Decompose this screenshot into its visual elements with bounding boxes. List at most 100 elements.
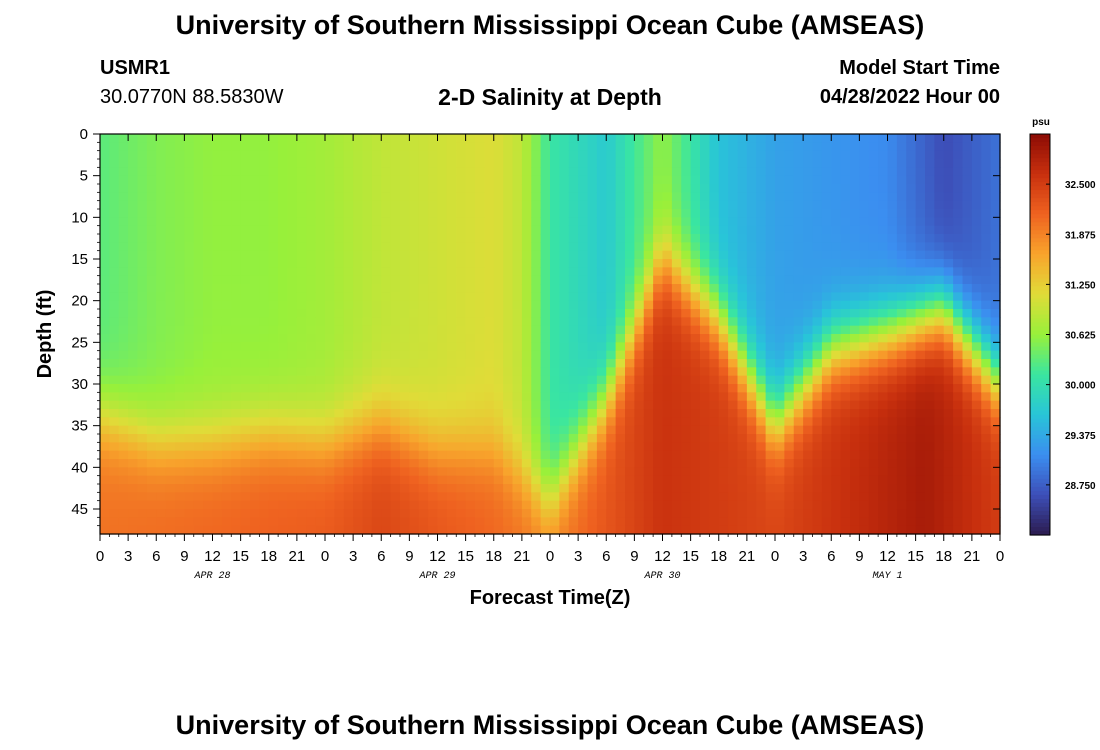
heatmap-cell (831, 275, 842, 285)
heatmap-cell (212, 242, 223, 252)
heatmap-cell (268, 325, 279, 335)
heatmap-cell (521, 425, 532, 435)
heatmap-cell (390, 159, 401, 168)
heatmap-cell (231, 350, 242, 360)
colorbar: 32.50031.87531.25030.62530.00029.37528.7… (1029, 133, 1096, 536)
heatmap-cell (681, 500, 692, 510)
heatmap-cell (212, 200, 223, 210)
heatmap-cell (456, 350, 467, 360)
heatmap-cell (934, 442, 945, 452)
heatmap-cell (728, 209, 739, 218)
heatmap-cell (690, 459, 701, 468)
heatmap-cell (606, 334, 617, 343)
heatmap-cell (240, 292, 251, 302)
heatmap-cell (250, 467, 260, 477)
heatmap-cell (146, 509, 157, 518)
heatmap-cell (418, 325, 429, 335)
heatmap-cell (100, 509, 110, 518)
heatmap-cell (868, 217, 879, 227)
heatmap-cell (896, 392, 907, 402)
heatmap-cell (634, 359, 645, 368)
date-label: APR 30 (643, 571, 680, 582)
heatmap-cell (259, 334, 270, 343)
heatmap-cell (803, 384, 814, 393)
heatmap-cell (878, 517, 889, 527)
heatmap-cell (250, 184, 260, 193)
heatmap-cell (615, 434, 626, 443)
heatmap-cell (568, 375, 579, 385)
heatmap-cell (428, 409, 439, 418)
heatmap-cell (231, 367, 242, 377)
heatmap-cell (925, 375, 935, 385)
heatmap-cell (456, 475, 467, 485)
heatmap-cell (943, 250, 954, 260)
heatmap-cell (728, 500, 739, 510)
heatmap-cell (718, 275, 729, 285)
heatmap-cell (784, 425, 795, 435)
heatmap-cell (962, 392, 973, 402)
heatmap-cell (906, 175, 917, 185)
heatmap-cell (859, 250, 870, 260)
heatmap-cell (175, 367, 185, 377)
heatmap-cell (137, 250, 148, 260)
heatmap-cell (231, 409, 242, 418)
heatmap-cell (334, 400, 345, 410)
heatmap-cell (184, 342, 195, 352)
heatmap-cell (484, 142, 495, 152)
heatmap-cell (775, 267, 785, 277)
heatmap-cell (409, 509, 420, 518)
heatmap-cell (278, 184, 289, 193)
heatmap-cell (981, 234, 992, 243)
x-tick-label: 15 (682, 548, 699, 565)
heatmap-cell (184, 184, 195, 193)
heatmap-cell (400, 392, 410, 402)
heatmap-cell (493, 325, 504, 335)
heatmap-cell (418, 500, 429, 510)
heatmap-cell (662, 300, 673, 310)
heatmap-cell (634, 159, 645, 168)
heatmap-cell (606, 159, 617, 168)
heatmap-cell (981, 367, 992, 377)
heatmap-cell (775, 200, 785, 210)
colorbar-label: 28.750 (1065, 481, 1096, 492)
heatmap-cell (456, 484, 467, 493)
heatmap-cell (465, 484, 476, 493)
heatmap-cell (100, 459, 110, 468)
heatmap-cell (962, 334, 973, 343)
heatmap-cell (390, 309, 401, 318)
heatmap-cell (193, 450, 204, 460)
heatmap-cell (521, 525, 532, 535)
heatmap-cell (596, 325, 607, 335)
heatmap-cell (709, 292, 720, 302)
heatmap-cell (175, 200, 185, 210)
heatmap-cell (578, 367, 589, 377)
heatmap-cell (709, 509, 720, 518)
heatmap-cell (409, 525, 420, 535)
heatmap-cell (484, 292, 495, 302)
heatmap-cell (146, 275, 157, 285)
heatmap-cell (353, 284, 364, 293)
heatmap-cell (446, 250, 457, 260)
heatmap-cell (887, 209, 898, 218)
heatmap-cell (306, 500, 317, 510)
heatmap-cell (821, 142, 832, 152)
heatmap-cell (381, 375, 392, 385)
heatmap-cell (840, 492, 851, 502)
heatmap-cell (521, 309, 532, 318)
heatmap-cell (475, 184, 485, 193)
heatmap-cell (278, 142, 289, 152)
heatmap-cell (887, 300, 898, 310)
heatmap-cell (315, 267, 326, 277)
heatmap-cell (681, 384, 692, 393)
heatmap-cell (812, 259, 823, 268)
heatmap-cell (240, 459, 251, 468)
heatmap-cell (371, 250, 382, 260)
heatmap-cell (165, 217, 176, 227)
heatmap-cell (925, 134, 935, 143)
heatmap-cell (953, 209, 964, 218)
heatmap-cell (287, 334, 298, 343)
heatmap-cell (821, 159, 832, 168)
heatmap-cell (690, 242, 701, 252)
heatmap-cell (643, 400, 654, 410)
heatmap-cell (765, 392, 776, 402)
